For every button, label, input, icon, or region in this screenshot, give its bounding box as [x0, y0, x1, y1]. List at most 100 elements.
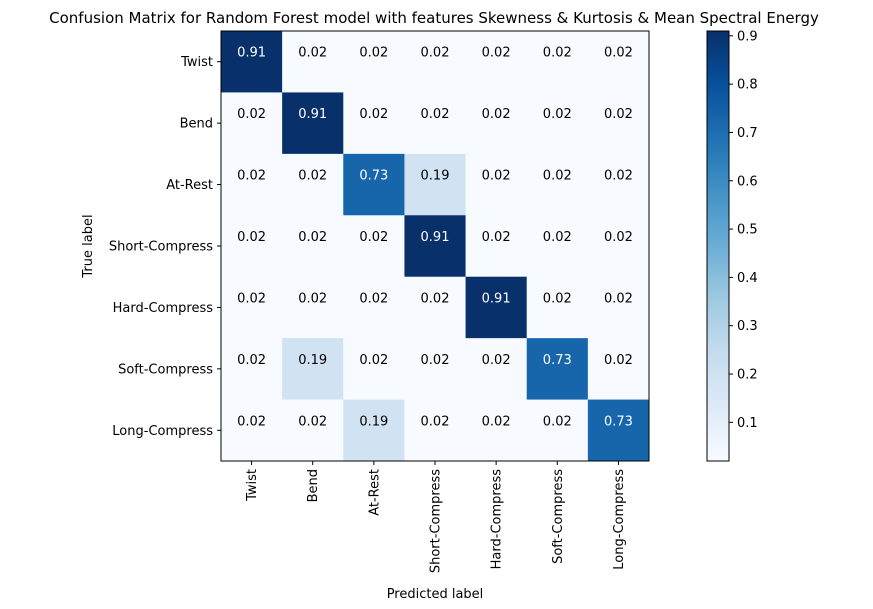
cell-value-label: 0.02 — [543, 291, 572, 306]
cell-value-label: 0.02 — [543, 169, 572, 184]
heatmap-cell — [282, 92, 344, 155]
heatmap-cell — [404, 92, 467, 155]
heatmap-cell — [465, 153, 528, 216]
x-tick-label: Short-Compress — [429, 469, 444, 573]
heatmap-cell — [465, 31, 528, 93]
heatmap-cell — [343, 153, 405, 216]
x-tick-label: Hard-Compress — [490, 469, 505, 570]
colorbar-tick-label: 0.5 — [737, 223, 758, 238]
heatmap-cell — [343, 338, 405, 401]
colorbar-tick-label: 0.6 — [737, 174, 758, 189]
heatmap-cell — [465, 215, 528, 278]
heatmap-cell — [343, 399, 405, 462]
cell-value-label: 0.02 — [482, 46, 511, 61]
x-tick-label: Bend — [306, 469, 321, 502]
colorbar-frame — [706, 30, 730, 462]
heatmap-cell — [587, 31, 650, 93]
cell-value-label: 0.02 — [237, 353, 266, 368]
x-tick-label: Soft-Compress — [551, 469, 566, 564]
x-tick-label: Twist — [245, 469, 260, 502]
heatmap-cell — [282, 215, 344, 278]
colorbar-tick-label: 0.9 — [737, 29, 758, 44]
cell-value-label: 0.02 — [604, 291, 633, 306]
cell-value-label: 0.19 — [421, 169, 450, 184]
colorbar-tick-label: 0.4 — [737, 271, 758, 286]
heatmap-cell — [221, 276, 283, 339]
cell-value-label: 0.02 — [604, 169, 633, 184]
cell-value-label: 0.02 — [237, 230, 266, 245]
cell-value-label: 0.02 — [298, 291, 327, 306]
heatmap-cell — [526, 153, 589, 216]
colorbar-tick-label: 0.3 — [737, 319, 758, 334]
cell-value-label: 0.02 — [604, 107, 633, 122]
cell-value-label: 0.91 — [421, 230, 450, 245]
heatmap-cell — [282, 153, 344, 216]
heatmap-cell — [526, 92, 589, 155]
cell-value-label: 0.02 — [421, 291, 450, 306]
cell-value-label: 0.02 — [482, 107, 511, 122]
heatmap-cell — [587, 153, 650, 216]
heatmap-cell-labels: 0.91 0.02 0.02 0.02 0.02 0.02 0.02 0.02 0.91 0.02… — [237, 46, 633, 430]
x-tick-label: At-Rest — [367, 469, 382, 516]
cell-value-label: 0.02 — [359, 353, 388, 368]
heatmap-cell — [587, 92, 650, 155]
x-axis-label: Predicted label — [387, 587, 484, 602]
heatmap-cell — [282, 31, 344, 93]
heatmap-cell — [221, 215, 283, 278]
y-axis-ticks: Twist Bend At-Rest Short-Compress Hard-Compr… — [109, 55, 221, 439]
heatmap-cell — [404, 399, 467, 462]
cell-value-label: 0.02 — [543, 46, 572, 61]
cell-value-label: 0.02 — [482, 230, 511, 245]
cell-value-label: 0.02 — [421, 46, 450, 61]
heatmap-cell — [343, 276, 405, 339]
heatmap-cell — [587, 276, 650, 339]
heatmap-cell — [221, 31, 283, 93]
colorbar-ticks: 0.1 0.2 0.3 0.4 0.5 0.6 0.7 0.8 0.9 — [729, 29, 758, 431]
heatmap-cell — [587, 399, 650, 462]
heatmap-cell — [526, 399, 589, 462]
cell-value-label: 0.19 — [298, 353, 327, 368]
heatmap-cell — [587, 215, 650, 278]
cell-value-label: 0.02 — [604, 46, 633, 61]
colorbar-tick-label: 0.2 — [737, 368, 758, 383]
y-tick-label: Long-Compress — [112, 424, 213, 439]
cell-value-label: 0.02 — [298, 230, 327, 245]
heatmap-cell — [343, 92, 405, 155]
heatmap-cell — [465, 338, 528, 401]
cell-value-label: 0.02 — [604, 230, 633, 245]
cell-value-label: 0.02 — [359, 107, 388, 122]
cell-value-label: 0.91 — [482, 291, 511, 306]
heatmap-cell — [526, 338, 589, 401]
heatmap-cell — [404, 153, 467, 216]
x-axis-ticks: Twist Bend At-Rest Short-Compress Hard-Compr… — [245, 461, 627, 573]
cell-value-label: 0.02 — [482, 414, 511, 429]
heatmap-cells — [221, 31, 650, 462]
cell-value-label: 0.02 — [359, 230, 388, 245]
heatmap-cell — [282, 276, 344, 339]
cell-value-label: 0.19 — [359, 414, 388, 429]
cell-value-label: 0.02 — [237, 107, 266, 122]
colorbar-tick-label: 0.1 — [737, 416, 758, 431]
heatmap-cell — [404, 31, 467, 93]
cell-value-label: 0.91 — [237, 46, 266, 61]
cell-value-label: 0.02 — [543, 230, 572, 245]
cell-value-label: 0.02 — [298, 169, 327, 184]
heatmap-cell — [465, 276, 528, 339]
heatmap-cell — [221, 338, 283, 401]
cell-value-label: 0.02 — [237, 169, 266, 184]
heatmap-cell — [221, 153, 283, 216]
cell-value-label: 0.02 — [298, 414, 327, 429]
cell-value-label: 0.02 — [237, 291, 266, 306]
heatmap-cell — [343, 31, 405, 93]
cell-value-label: 0.02 — [421, 107, 450, 122]
cell-value-label: 0.02 — [604, 353, 633, 368]
cell-value-label: 0.02 — [482, 169, 511, 184]
cell-value-label: 0.02 — [359, 46, 388, 61]
cell-value-label: 0.02 — [543, 414, 572, 429]
colorbar-tick-label: 0.7 — [737, 126, 758, 141]
y-tick-label: Hard-Compress — [113, 301, 214, 316]
x-tick-label: Long-Compress — [612, 469, 627, 570]
cell-value-label: 0.73 — [543, 353, 572, 368]
